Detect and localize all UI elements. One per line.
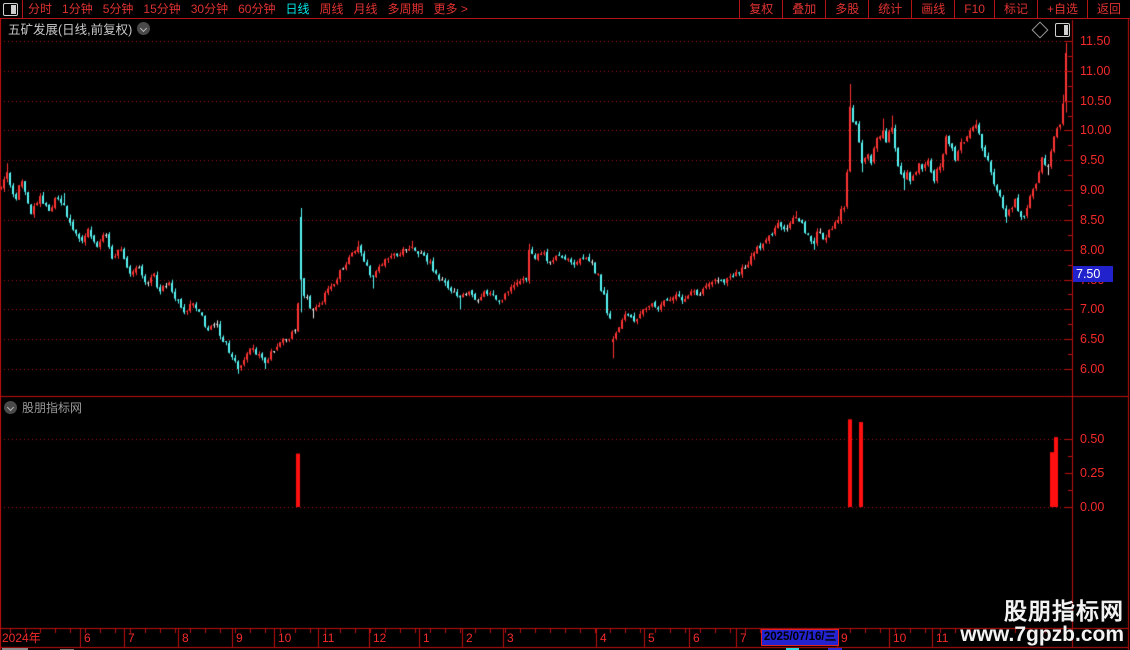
x-axis-label: 10 [893, 631, 907, 645]
stock-title: 五矿发展(日线,前复权) [8, 23, 133, 37]
y-axis-label: 11.00 [1080, 63, 1111, 78]
watermark: 股朋指标网 www.7gpzb.com [960, 598, 1124, 647]
toolbar-divider [22, 0, 23, 19]
y-axis-label: 6.00 [1080, 362, 1105, 377]
y-axis-label: 7.00 [1080, 302, 1105, 317]
chevron-down-icon[interactable] [137, 22, 151, 35]
toolbar-item-action-0[interactable]: 复权 [739, 0, 782, 19]
date-crosshair-badge: 2025/07/16/三 [761, 629, 839, 646]
toolbar-item-action-7[interactable]: +自选 [1036, 0, 1087, 19]
x-axis-label: 11 [322, 631, 335, 645]
x-axis-label: 10 [278, 631, 292, 645]
toolbar-item-action-5[interactable]: F10 [954, 0, 994, 19]
x-axis-label: 8 [182, 631, 189, 645]
y-axis-label: 8.00 [1080, 242, 1105, 257]
sub-axis-label: 0.50 [1080, 431, 1105, 446]
chart-corner-icons [1031, 21, 1070, 39]
x-axis-label: 6 [693, 631, 700, 645]
x-axis-label: 9 [236, 631, 243, 645]
y-axis-label: 9.50 [1080, 153, 1105, 168]
toolbar-item-action-4[interactable]: 画线 [911, 0, 954, 19]
x-axis-label: 1 [423, 631, 430, 645]
toolbar-action-group: 复权 叠加 多股 统计 画线 F10 标记 +自选 返回 [739, 0, 1130, 19]
toolbar-item-period-2[interactable]: 5分钟 [102, 2, 134, 16]
y-axis-label: 6.50 [1080, 332, 1105, 347]
sub-axis-label: 0.00 [1080, 500, 1105, 514]
price-crosshair-badge: 7.50 [1073, 266, 1113, 282]
x-axis-label: 5 [648, 631, 655, 645]
indicator-header: 股朋指标网 [4, 399, 82, 416]
y-axis-label: 8.50 [1080, 212, 1105, 227]
status-strip-fragment [2, 648, 28, 650]
x-axis-label: 7 [128, 631, 135, 645]
watermark-line1: 股朋指标网 [1004, 598, 1124, 624]
status-strip-fragment [828, 648, 842, 650]
toolbar: 分时 1分钟 5分钟 15分钟 30分钟 60分钟 日线 周线 月线 多周期 更多 > 复权 叠加 多股… [0, 0, 1130, 19]
split-window-icon[interactable] [1055, 23, 1070, 37]
x-axis-label: 9 [841, 631, 848, 645]
x-axis-label: 12 [373, 631, 387, 645]
x-axis-label: 3 [507, 631, 514, 645]
toolbar-period-group: 分时 1分钟 5分钟 15分钟 30分钟 60分钟 日线 周线 月线 多周期 更多 > [23, 0, 473, 18]
x-axis-label: 11 [936, 631, 949, 645]
toolbar-item-period-5[interactable]: 60分钟 [238, 2, 276, 16]
toolbar-item-period-6[interactable]: 日线 [285, 2, 310, 16]
toolbar-item-period-3[interactable]: 15分钟 [143, 2, 181, 16]
watermark-line2: www.7gpzb.com [960, 623, 1124, 646]
toolbar-item-action-8[interactable]: 返回 [1086, 0, 1130, 19]
toolbar-item-action-2[interactable]: 多股 [825, 0, 868, 19]
toolbar-item-period-9[interactable]: 多周期 [387, 2, 424, 16]
chevron-down-icon[interactable] [4, 401, 17, 414]
sub-axis-label: 0.25 [1080, 465, 1105, 480]
window-layout-icon[interactable] [3, 2, 18, 16]
toolbar-item-period-1[interactable]: 1分钟 [62, 2, 93, 16]
diamond-marker-icon[interactable] [1031, 21, 1049, 39]
y-axis-label: 10.00 [1080, 123, 1112, 138]
toolbar-item-period-10[interactable]: 更多 > [433, 2, 468, 16]
titlebar: 五矿发展(日线,前复权) [8, 21, 151, 37]
toolbar-item-action-1[interactable]: 叠加 [782, 0, 825, 19]
toolbar-item-period-0[interactable]: 分时 [28, 2, 53, 16]
y-axis-label: 11.50 [1080, 34, 1111, 48]
indicator-name: 股朋指标网 [22, 401, 83, 415]
toolbar-item-period-8[interactable]: 月线 [353, 2, 378, 16]
x-axis-label: 6 [84, 631, 91, 645]
x-axis-label: 4 [600, 631, 607, 645]
y-axis-label: 10.50 [1080, 93, 1112, 108]
status-strip-fragment [786, 648, 799, 650]
x-axis-label: 2024年 [2, 631, 41, 645]
toolbar-item-action-6[interactable]: 标记 [993, 0, 1037, 19]
toolbar-item-period-4[interactable]: 30分钟 [190, 2, 229, 16]
toolbar-item-action-3[interactable]: 统计 [868, 0, 911, 19]
x-axis-label: 7 [740, 631, 747, 645]
y-axis-label: 9.00 [1080, 183, 1105, 198]
toolbar-item-period-7[interactable]: 周线 [319, 2, 344, 16]
x-axis-label: 2 [466, 631, 473, 645]
